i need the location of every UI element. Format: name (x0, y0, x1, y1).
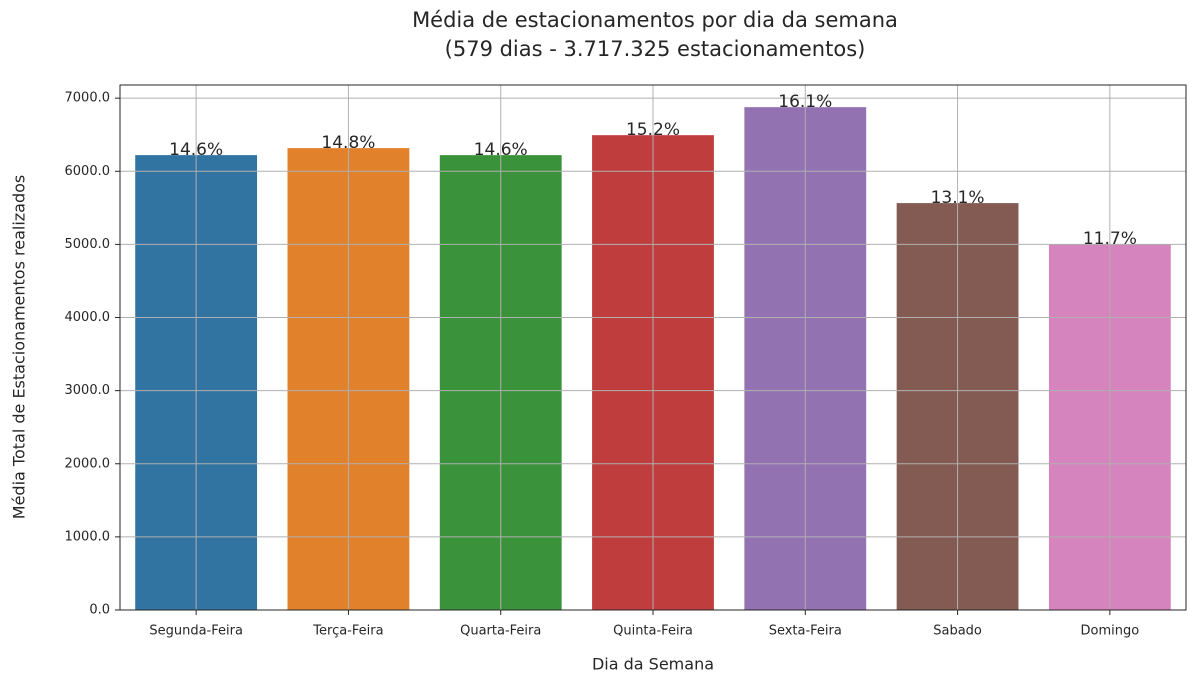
y-tick-label: 2000.0 (65, 456, 111, 471)
bar-percent-label: 14.8% (321, 133, 375, 153)
bar-percent-label: 14.6% (169, 140, 223, 160)
chart-title: Média de estacionamentos por dia da sema… (412, 8, 898, 32)
y-tick-label: 1000.0 (65, 529, 111, 544)
x-tick-label: Segunda-Feira (149, 624, 243, 639)
bar-percent-label: 13.1% (931, 188, 985, 208)
x-axis-label: Dia da Semana (592, 655, 714, 674)
x-tick-label: Domingo (1081, 624, 1140, 639)
bar-percent-label: 11.7% (1083, 229, 1137, 249)
y-tick-label: 0.0 (89, 603, 110, 618)
y-tick-label: 7000.0 (65, 91, 111, 106)
plot-frame (119, 84, 1187, 611)
y-tick-label: 5000.0 (65, 237, 111, 252)
chart-subtitle: (579 dias - 3.717.325 estacionamentos) (445, 37, 866, 61)
x-tick-label: Quinta-Feira (613, 624, 693, 639)
bar-percent-label: 15.2% (626, 120, 680, 140)
x-tick-label: Terça-Feira (312, 624, 383, 639)
y-tick-label: 4000.0 (65, 310, 111, 325)
bar-percent-label: 16.1% (778, 92, 832, 112)
y-tick-label: 6000.0 (65, 164, 111, 179)
x-tick-label: Sabado (933, 624, 982, 639)
y-axis-label: Média Total de Estacionamentos realizado… (10, 175, 29, 519)
x-tick-label: Sexta-Feira (769, 624, 842, 639)
bar-percent-label: 14.6% (474, 140, 528, 160)
y-tick-label: 3000.0 (65, 383, 111, 398)
x-tick-label: Quarta-Feira (460, 624, 541, 639)
